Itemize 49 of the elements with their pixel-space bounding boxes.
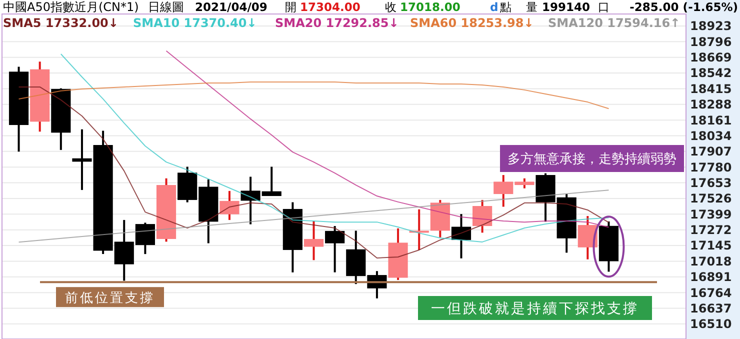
text: 口 bbox=[598, 0, 610, 14]
text: 開 bbox=[285, 0, 297, 14]
y-tick-label: 17653 bbox=[690, 176, 732, 190]
candlestick bbox=[472, 198, 492, 234]
y-tick-label: 17145 bbox=[690, 238, 732, 253]
text: 17304.00 bbox=[300, 0, 360, 14]
y-tick-label: 17526 bbox=[690, 192, 732, 206]
y-tick-label: 18288 bbox=[690, 98, 732, 112]
annotation: 多方無意承接，走勢持續弱勢 bbox=[508, 151, 676, 167]
line-series bbox=[60, 54, 610, 242]
annotation: 一但跌破就是持續下探找支撐 bbox=[431, 301, 639, 317]
text: SMA10 17370.40↓ bbox=[133, 16, 257, 30]
y-tick-label: 17399 bbox=[690, 207, 732, 222]
y-tick-label: 18034 bbox=[690, 128, 732, 143]
text: SMA5 17332.00↓ bbox=[3, 16, 118, 30]
text: 量 bbox=[526, 0, 538, 14]
text: 點 bbox=[499, 0, 512, 14]
y-tick-label: 16637 bbox=[690, 301, 732, 316]
y-tick-label: 17907 bbox=[690, 144, 732, 159]
text: 17018.00 bbox=[400, 0, 460, 14]
text: SMA120 17594.16↑ bbox=[548, 16, 680, 30]
candlestick bbox=[220, 190, 240, 221]
y-tick-label: 17018 bbox=[690, 254, 732, 268]
text: d bbox=[490, 0, 498, 14]
line-series bbox=[18, 82, 610, 110]
line-series bbox=[18, 86, 610, 258]
y-tick-label: 16764 bbox=[690, 286, 732, 300]
candlestick bbox=[325, 225, 345, 274]
text: -285.00 (-1.65%) bbox=[630, 0, 738, 14]
y-tick-label: 18923 bbox=[690, 19, 732, 34]
text: SMA20 17292.85↓ bbox=[275, 16, 399, 30]
y-tick-label: 17780 bbox=[690, 160, 732, 174]
y-tick-label: 18669 bbox=[690, 50, 732, 65]
y-tick-label: 18161 bbox=[690, 113, 732, 128]
y-tick-label: 18542 bbox=[690, 66, 732, 80]
chart-title: 中國A50指數近月(CN*1) bbox=[3, 0, 139, 14]
text: 2021/04/09 bbox=[195, 0, 268, 14]
ref-line-label: 前低位置支撐 bbox=[65, 291, 155, 306]
text: SMA60 18253.98↓ bbox=[410, 16, 534, 30]
y-tick-label: 16510 bbox=[690, 317, 732, 332]
chart-subtitle: 日線圖 bbox=[148, 0, 184, 14]
text: 收 bbox=[385, 0, 397, 14]
text: 199140 bbox=[542, 0, 590, 14]
y-tick-label: 18415 bbox=[690, 82, 732, 96]
candlestick bbox=[304, 220, 324, 262]
candlestick bbox=[578, 215, 598, 260]
y-tick-label: 17272 bbox=[690, 223, 732, 238]
y-tick-label: 18796 bbox=[690, 34, 732, 49]
y-tick-label: 16891 bbox=[690, 270, 732, 284]
